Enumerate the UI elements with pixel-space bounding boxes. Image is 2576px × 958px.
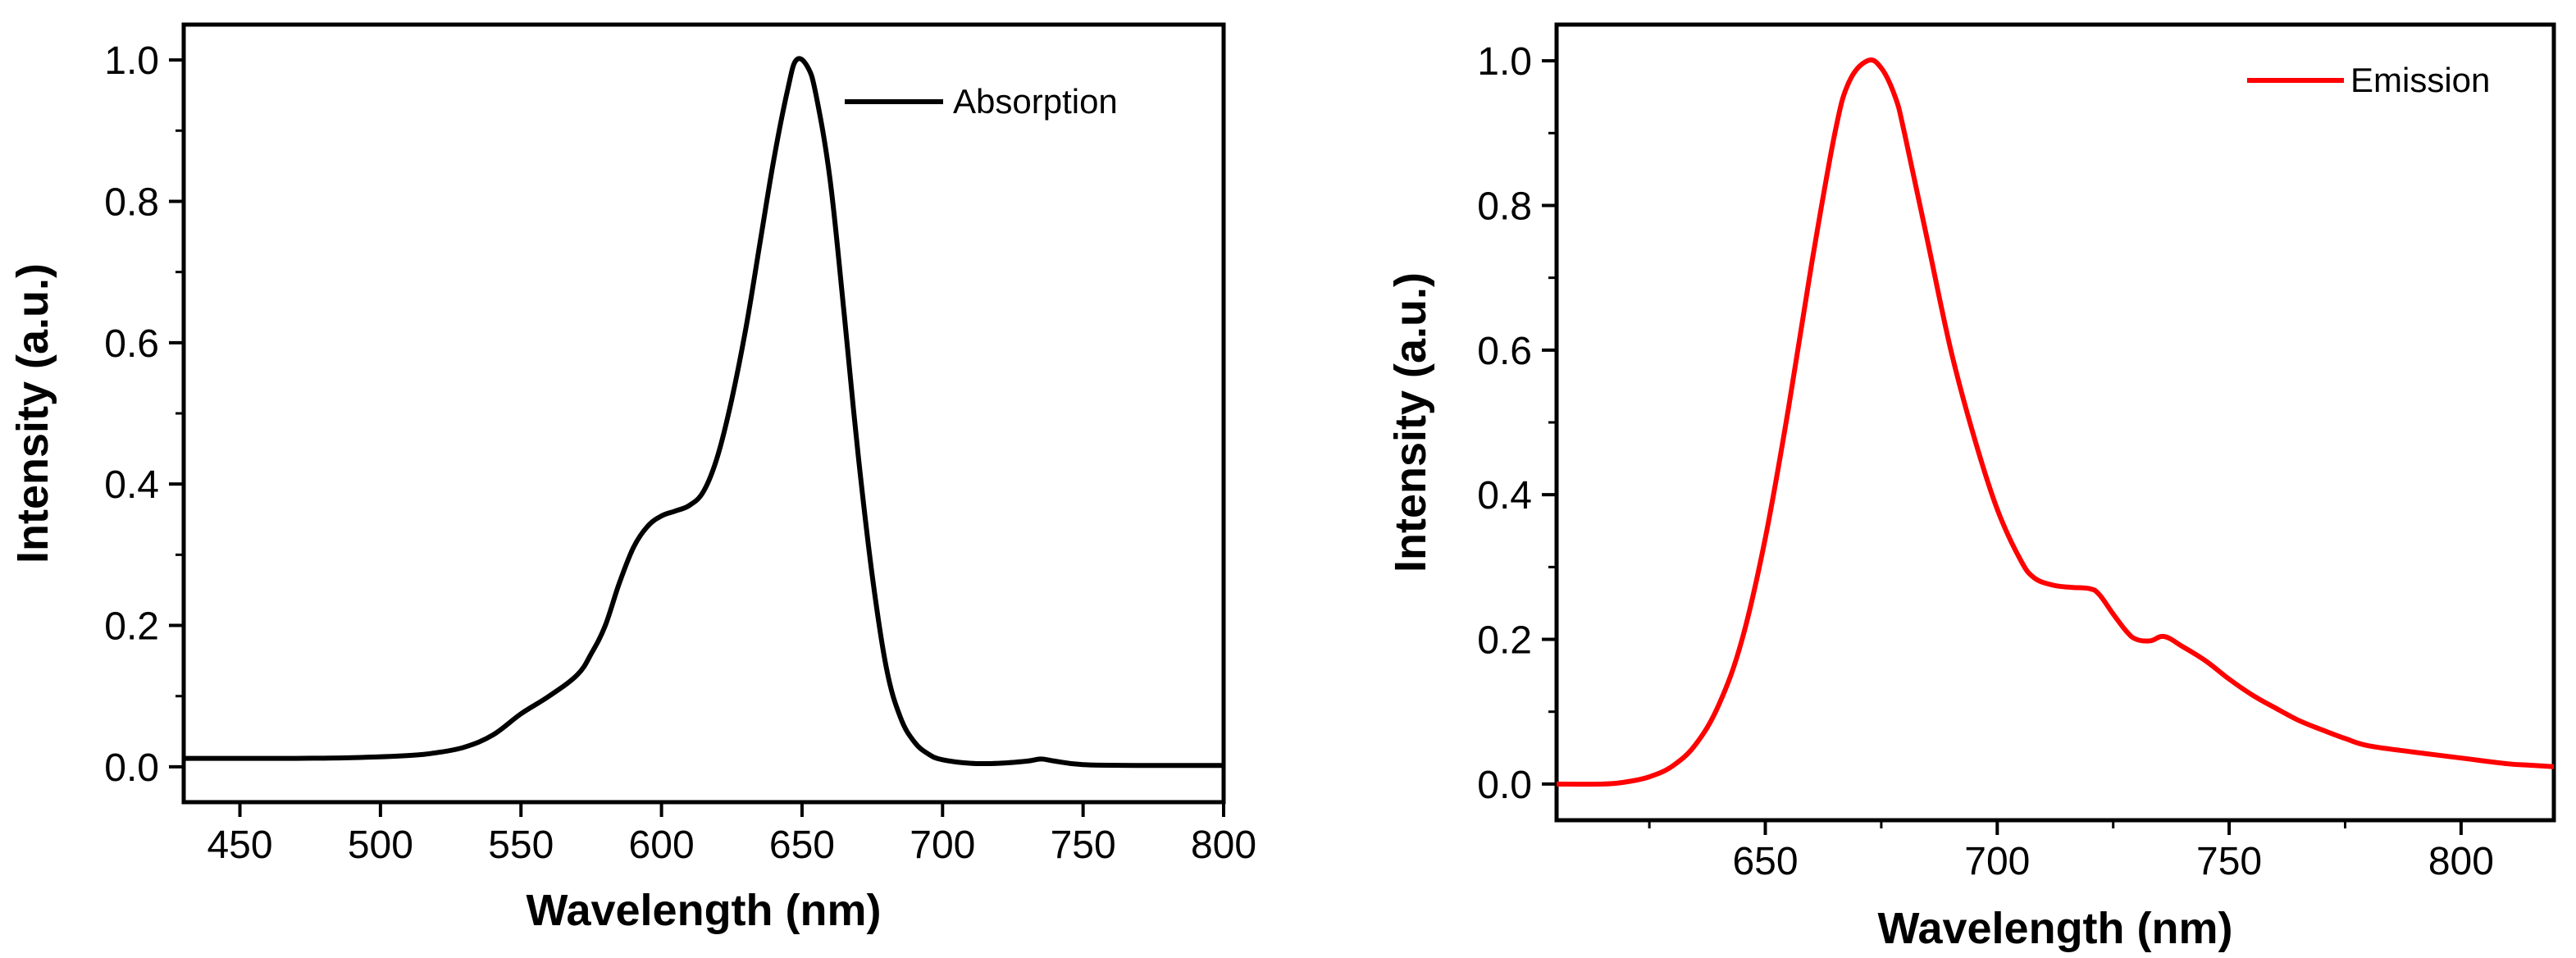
x-axis-title: Wavelength (nm) [1877,904,2232,953]
x-tick-label: 750 [2196,840,2262,883]
series-line-absorption [184,56,1224,769]
y-tick-label: 1.0 [1477,40,1532,84]
x-tick-label: 750 [1051,823,1116,867]
y-tick-label: 0.6 [1477,330,1532,373]
x-tick-label: 700 [910,823,975,867]
y-tick-label: 0.2 [1477,619,1532,663]
legend-label: Emission [2350,61,2490,99]
y-tick-label: 0.8 [1477,185,1532,228]
legend-label: Absorption [953,82,1118,121]
y-tick-label: 1.0 [104,39,159,83]
plot-frame [181,22,1226,805]
y-axis-title: Intensity (a.u.) [1386,272,1435,573]
y-tick-label: 0.2 [104,605,159,649]
x-tick-label: 600 [629,823,695,867]
absorption-chart: 0.0 0.2 0.4 0.6 0.8 1.0 450 500 550 600 650 700 750 8… [8,22,1256,935]
y-tick-label: 0.8 [104,180,159,224]
y-tick-label: 0.0 [104,746,159,790]
y-axis-title: Intensity (a.u.) [8,263,57,563]
y-tick-label: 0.4 [104,463,159,507]
x-axis-title: Wavelength (nm) [526,886,881,935]
y-tick-label: 0.6 [104,322,159,366]
x-tick-label: 650 [769,823,835,867]
x-tick-label: 800 [1191,823,1256,867]
plot-frame [1554,22,2556,823]
y-tick-label: 0.0 [1477,764,1532,807]
x-tick-label: 450 [207,823,272,867]
y-tick-label: 0.4 [1477,474,1532,518]
x-tick-label: 650 [1732,840,1798,883]
series-line-emission [1557,57,2554,787]
x-tick-label: 550 [488,823,554,867]
emission-chart: 0.0 0.2 0.4 0.6 0.8 1.0 650 700 750 800 Wavelength… [1386,22,2556,953]
x-tick-label: 500 [348,823,413,867]
x-tick-label: 700 [1964,840,2030,883]
x-tick-label: 800 [2428,840,2494,883]
